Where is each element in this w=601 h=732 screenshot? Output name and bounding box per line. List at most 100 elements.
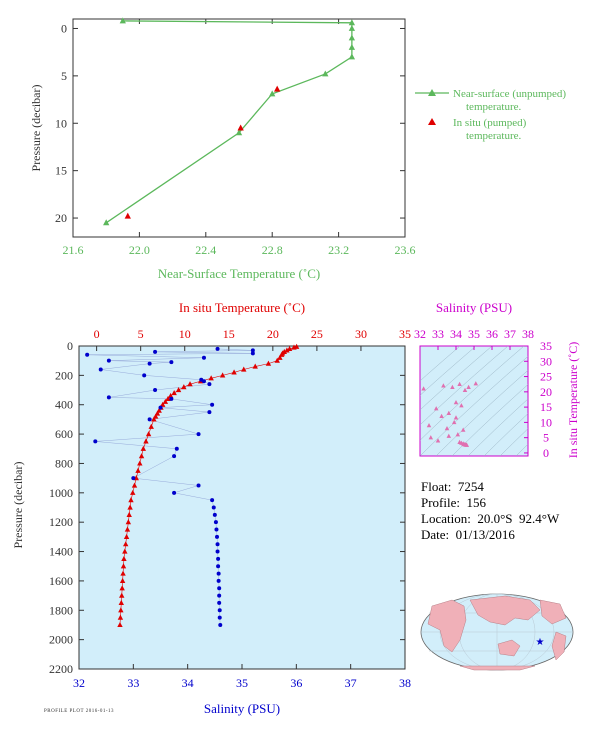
ts-point [455,432,461,437]
near-surface-xlabel: Near-Surface Temperature (˚C) [158,266,320,281]
temperature-point [291,344,297,350]
salinity-connector [133,477,199,486]
profile-xtick-label: 36 [290,676,302,690]
profile-ytick-label: 1800 [49,603,73,617]
salinity-point [207,410,212,415]
temperature-point [131,482,138,488]
ns-pumped-point [124,212,131,219]
ns-xtick-label: 21.6 [63,243,84,257]
profile-ytick-label: 1200 [49,515,73,529]
profile-x2tick-label: 35 [399,327,411,341]
legend-near-surface-label: Near-surface (unpumped) temperature. [453,88,569,113]
land-north-america [539,599,567,625]
temperature-point [145,431,152,437]
ts-density-contour [420,346,525,441]
profile-ylabel: Pressure (decibar) [11,462,25,549]
legend-red-triangle-icon [428,118,436,125]
land-europe-africa [427,599,467,653]
profile-ytick-label: 2200 [49,662,73,676]
near-surface-legend: Near-surface (unpumped) temperature. In … [415,88,569,142]
ts-point [426,422,432,428]
float-number: Float: 7254 [421,479,484,494]
profile-number: Profile: 156 [421,495,486,510]
ts-ytick-label: 20 [540,385,552,399]
ts-point [450,384,455,389]
profile-xtick-label: 33 [127,676,139,690]
ns-unpumped-point [269,90,276,97]
profile-bottom-xlabel: Salinity (PSU) [204,701,280,716]
salinity-point [215,534,220,539]
profile-x2tick-label: 20 [267,327,279,341]
temperature-point [120,570,126,576]
ts-point [446,410,452,415]
ns-unpumped-point [103,219,110,226]
salinity-point [214,527,219,532]
ns-unpumped-point [322,70,329,77]
profile-x2tick-label: 15 [223,327,235,341]
salinity-point [153,388,158,393]
ns-xtick-label: 22.0 [129,243,150,257]
ts-density-contour [420,346,493,411]
salinity-point [213,520,218,525]
salinity-point [217,593,222,598]
land-antarctica [459,665,536,671]
salinity-connector [160,404,213,408]
temperature-point [117,614,124,620]
salinity-point [142,373,147,378]
temperature-point [137,460,143,466]
temperature-point [130,489,136,495]
salinity-connector [217,348,253,351]
ns-unpumped-point [348,19,356,26]
profile-ytick-label: 1400 [49,545,73,559]
temperature-point [165,395,171,401]
salinity-point [169,360,174,365]
temperature-point [241,366,247,372]
profile-xtick-label: 32 [73,676,85,690]
ns-ytick-label: 20 [55,211,67,225]
ts-density-contour [420,346,461,382]
salinity-connector [133,455,175,479]
ts-plot-area [419,345,529,457]
temperature-point [118,599,124,606]
salinity-point [201,379,206,384]
location-map: ★ [420,593,574,671]
temperature-point [148,423,154,429]
ts-point [439,413,444,419]
temperature-point [143,438,149,444]
ns-unpumped-point [348,43,356,50]
salinity-point [196,483,201,488]
temperature-point [171,389,177,396]
ns-pumped-point [237,124,244,131]
legend-green-triangle-icon [428,89,436,96]
temperature-point [126,511,132,517]
ts-ytick-label: 10 [540,415,552,429]
profile-chart: 32 33 34 35 36 37 38 0 5 10 15 20 25 30 35 0 200 400 600 80… [11,300,411,716]
temperature-point [123,533,130,539]
temperature-point [167,392,174,399]
ns-ytick-label: 5 [61,69,67,83]
temperature-point [187,381,193,387]
temperature-point [128,497,134,503]
temperature-point [208,375,214,381]
salinity-point [201,355,206,360]
ts-point [433,406,439,411]
profile-plot-area [78,345,406,670]
temperature-point [135,467,141,473]
temperature-point [119,577,126,584]
ts-point [462,387,468,393]
ts-density-contour [483,413,528,456]
salinity-point [215,549,220,554]
profile-xtick-label: 35 [236,676,248,690]
salinity-point [215,346,220,351]
ns-xtick-label: 23.2 [328,243,349,257]
profile-ytick-label: 1600 [49,574,73,588]
ts-point [473,381,479,386]
salinity-point [131,476,136,481]
salinity-point [217,615,222,620]
salinity-point [98,367,103,372]
temperature-point [181,384,187,390]
ts-density-contour [420,346,509,426]
salinity-point [215,542,220,547]
ts-point [428,435,434,440]
ts-density-contour [420,356,528,456]
